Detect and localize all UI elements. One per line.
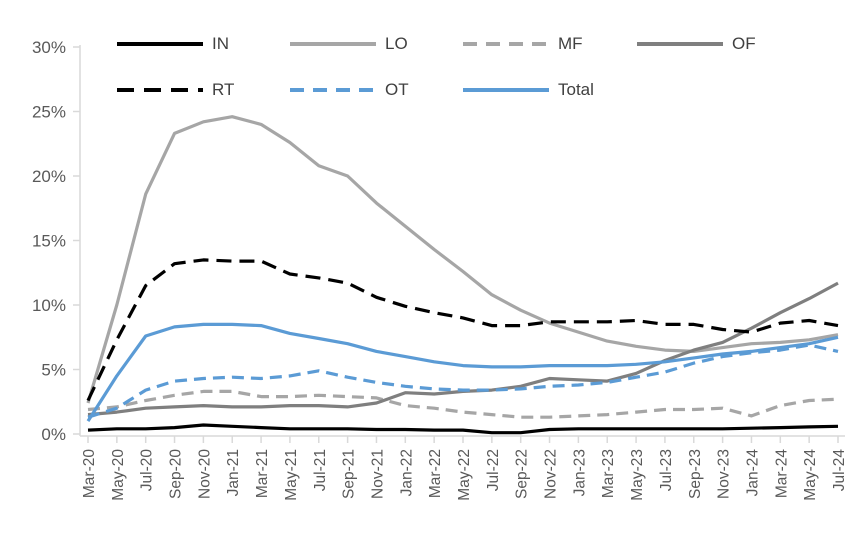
x-tick-label: Jul-22 [485,449,502,491]
x-tick-label: Nov-20 [196,449,213,499]
x-tick-label: Mar-22 [427,449,444,498]
x-tick-label: May-22 [456,449,473,501]
y-axis: 0% 5% 10% 15% 20% 25% 30% [32,38,80,444]
x-tick-label: May-21 [283,449,300,501]
legend-label-LO: LO [385,34,408,53]
x-tick-label: Jul-20 [139,449,156,492]
series-line-OF [87,281,839,417]
series-lines [86,115,839,435]
x-tick-label: Jan-22 [398,449,415,496]
x-tick-label: Nov-22 [543,449,560,499]
series-line-LO [86,115,839,404]
axes [79,45,845,437]
legend-item-RT: RT [117,80,234,100]
x-tick-label: Mar-23 [600,449,617,498]
legend-line-sample-RT [117,88,203,92]
x-axis: Mar-20 May-20 Jul-20 Sep-20 Nov-20 Jan-21 Mar-… [81,436,848,501]
x-tick-label: Jan-24 [744,449,761,497]
x-tick-label: Sep-20 [168,449,185,499]
series-line-Total [86,322,839,422]
x-tick-label: Sep-22 [514,449,531,499]
legend-label-IN: IN [212,34,229,53]
legend-item-Total: Total [463,80,594,100]
x-tick-label: Jan-21 [225,449,242,496]
y-tick-label: 20% [32,167,66,186]
legend-item-MF: MF [463,34,583,54]
x-tick-label: Sep-23 [687,449,704,499]
legend-item-OF: OF [637,34,756,54]
x-tick-label: Sep-21 [341,449,358,499]
legend-item-OT: OT [290,80,409,100]
x-tick-label: Jul-23 [658,449,675,491]
x-tick-label: May-20 [110,449,127,501]
legend-line-sample-LO [290,42,376,46]
x-tick-label: Mar-21 [254,449,271,498]
series-line-RT [86,258,839,402]
y-tick-label: 10% [32,296,66,315]
x-tick-label: Jul-24 [831,449,848,492]
legend-label-Total: Total [558,80,594,99]
x-tick-label: Nov-23 [716,449,733,499]
legend-line-sample-OF [637,42,723,46]
x-tick-label: Jul-21 [312,449,329,491]
y-tick-label: 30% [32,38,66,57]
y-tick-label: 25% [32,103,66,122]
legend-line-sample-OT [290,88,376,92]
series-line-IN [87,423,839,435]
y-tick-label: 0% [41,425,66,444]
series-line-OT [87,343,839,419]
y-tick-label: 15% [32,232,66,251]
legend-line-sample-Total [463,88,549,92]
x-tick-label: Mar-20 [81,449,98,498]
x-tick-label: Nov-21 [369,449,386,499]
legend-label-OT: OT [385,80,409,99]
x-tick-label: Mar-24 [773,449,790,498]
x-tick-label: May-23 [629,449,646,501]
legend-label-MF: MF [558,34,583,53]
series-line-MF [87,389,839,419]
legend-label-OF: OF [732,34,756,53]
legend-item-LO: LO [290,34,408,54]
legend-line-sample-IN [117,42,203,46]
y-tick-label: 5% [41,361,66,380]
legend-line-sample-MF [463,42,549,46]
x-tick-label: Jan-23 [571,449,588,496]
x-tick-label: May-24 [802,449,819,501]
legend-label-RT: RT [212,80,235,99]
legend-item-IN: IN [117,34,229,54]
